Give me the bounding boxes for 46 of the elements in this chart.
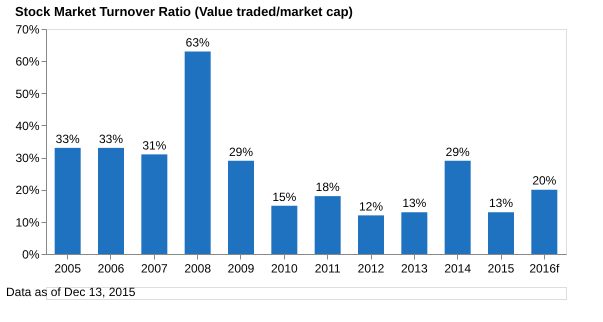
x-tick-label: 2007 bbox=[140, 262, 168, 276]
bar bbox=[54, 148, 81, 254]
data-label: 18% bbox=[316, 180, 340, 194]
y-tick-label: 40% bbox=[15, 118, 40, 133]
x-tick-label: 2010 bbox=[270, 262, 298, 276]
bar bbox=[531, 190, 558, 254]
data-label: 29% bbox=[228, 144, 254, 159]
bar bbox=[184, 52, 211, 254]
y-tick-label: 30% bbox=[15, 151, 40, 166]
bar bbox=[314, 196, 341, 254]
bar bbox=[141, 154, 168, 254]
x-tick-label: 2006 bbox=[98, 262, 125, 276]
x-tick-label: 2012 bbox=[358, 262, 385, 276]
data-label: 29% bbox=[446, 144, 470, 159]
data-label: 13% bbox=[402, 196, 427, 210]
y-tick-label: 60% bbox=[15, 54, 40, 69]
y-tick-label: 70% bbox=[15, 22, 40, 36]
data-label: 12% bbox=[358, 199, 384, 214]
x-tick-label: 2005 bbox=[54, 262, 82, 276]
x-tick-label: 2008 bbox=[184, 262, 212, 276]
bar bbox=[401, 212, 428, 254]
chart-title: Stock Market Turnover Ratio (Value traded/market cap) bbox=[14, 4, 353, 19]
y-tick-label: 0% bbox=[22, 248, 40, 262]
data-label: 63% bbox=[186, 36, 210, 50]
y-tick-label: 50% bbox=[15, 86, 40, 101]
bar bbox=[358, 215, 384, 254]
data-label: 31% bbox=[142, 138, 167, 152]
y-tick-label: 10% bbox=[15, 215, 40, 230]
x-tick-label: 2014 bbox=[444, 262, 472, 276]
bar bbox=[444, 160, 471, 254]
text: Data as of Dec 13, 2015 bbox=[6, 285, 136, 299]
bar bbox=[228, 160, 254, 254]
data-label: 13% bbox=[488, 196, 514, 210]
x-tick-label: 2011 bbox=[314, 262, 341, 276]
x-tick-label: 2015 bbox=[488, 262, 515, 276]
data-label: 33% bbox=[56, 132, 80, 146]
x-tick-label: 2013 bbox=[400, 262, 428, 276]
bar bbox=[488, 212, 514, 254]
x-tick-label: 2016f bbox=[529, 262, 560, 276]
data-label: 15% bbox=[272, 190, 297, 204]
data-label: 33% bbox=[98, 132, 124, 146]
x-tick-label: 2009 bbox=[228, 262, 255, 276]
bar bbox=[98, 148, 124, 254]
data-label: 20% bbox=[532, 174, 557, 188]
y-tick-label: 20% bbox=[15, 183, 40, 198]
bar bbox=[271, 206, 298, 254]
